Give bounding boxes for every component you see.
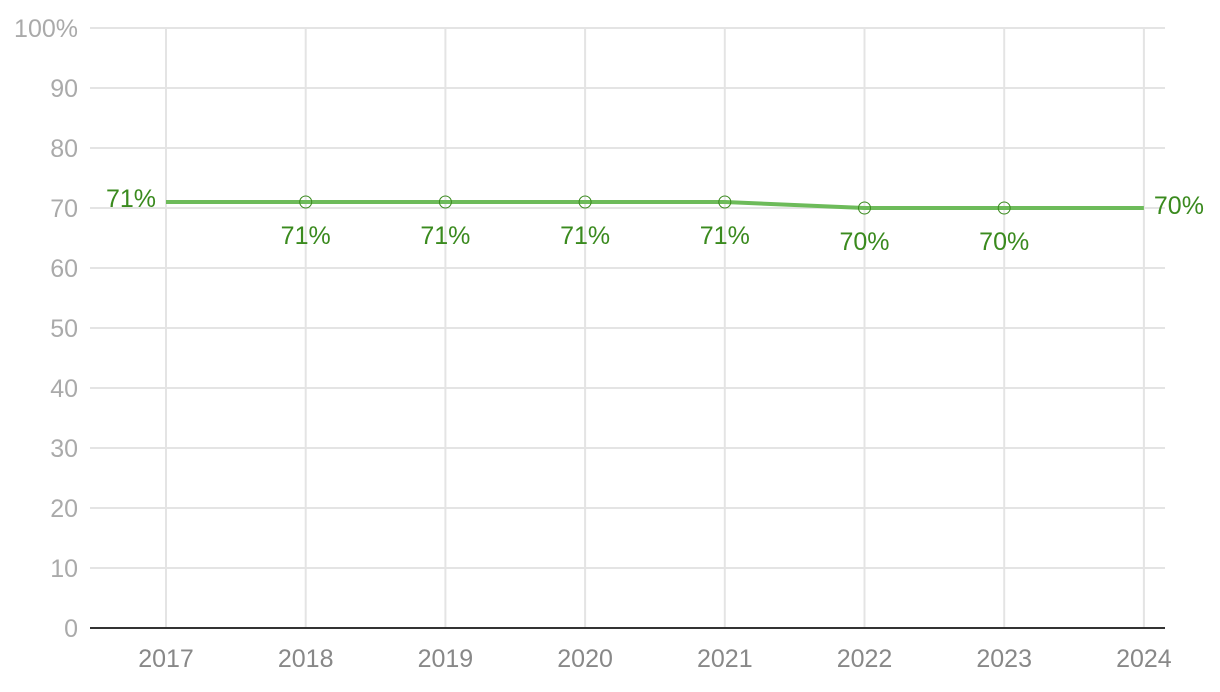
data-label: 70%: [839, 228, 889, 256]
y-tick-label: 20: [50, 495, 78, 523]
data-label: 71%: [560, 222, 610, 250]
x-tick-label: 2020: [557, 645, 613, 673]
y-tick-label: 30: [50, 435, 78, 463]
data-point-marker: [299, 195, 313, 209]
data-point-marker: [438, 195, 452, 209]
y-tick-label: 90: [50, 75, 78, 103]
y-tick-label: 10: [50, 555, 78, 583]
x-tick-label: 2023: [976, 645, 1032, 673]
data-label: 71%: [700, 222, 750, 250]
y-tick-label: 40: [50, 375, 78, 403]
y-axis-ticks: 0 10 20 30 40 50 60 70 80 90 100%: [14, 15, 78, 643]
grid: [90, 27, 1165, 629]
data-point-marker: [578, 195, 592, 209]
x-tick-label: 2019: [418, 645, 474, 673]
series: [166, 195, 1144, 215]
y-tick-label: 100%: [14, 15, 78, 43]
data-point-marker: [858, 201, 871, 215]
data-label: 71%: [420, 222, 470, 250]
data-label: 70%: [979, 228, 1029, 256]
y-tick-label: 50: [50, 315, 78, 343]
x-tick-label: 2024: [1116, 645, 1172, 673]
x-tick-label: 2018: [278, 645, 334, 673]
x-axis-ticks: 2017 2018 2019 2020 2021 2022 2023 2024: [138, 645, 1172, 673]
data-label: 70%: [1154, 192, 1204, 220]
y-tick-label: 60: [50, 255, 78, 283]
y-tick-label: 70: [50, 195, 78, 223]
x-tick-label: 2017: [138, 645, 194, 673]
data-point-marker: [718, 195, 732, 209]
series-line: [166, 200, 1144, 210]
data-label: 71%: [106, 185, 156, 213]
data-label: 71%: [281, 222, 331, 250]
y-tick-label: 0: [64, 615, 78, 643]
x-tick-label: 2021: [697, 645, 753, 673]
y-tick-label: 80: [50, 135, 78, 163]
data-point-marker: [997, 201, 1011, 215]
x-tick-label: 2022: [837, 645, 893, 673]
data-labels: 71% 71% 71% 71% 71% 70% 70% 70%: [106, 185, 1204, 256]
